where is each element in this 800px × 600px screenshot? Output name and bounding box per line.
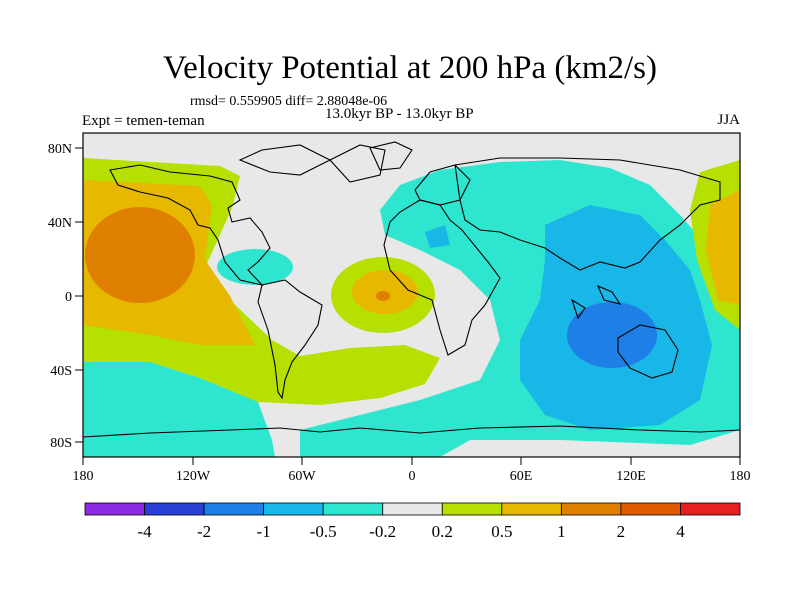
lat-label: 40N <box>48 216 72 231</box>
lat-label: 40S <box>50 364 72 379</box>
chart-title: Velocity Potential at 200 hPa (km2/s) <box>162 50 658 86</box>
colorbar-swatch <box>84 502 145 516</box>
contour-fill-layer <box>83 158 740 457</box>
colorbar: -4 -2 -1 -0.5 -0.2 0.2 0.5 1 2 4 <box>84 502 741 541</box>
lon-label: 180 <box>73 469 94 484</box>
stats-text: rmsd= 0.559905 diff= 2.88048e-06 <box>190 94 388 109</box>
colorbar-swatch <box>382 502 443 516</box>
colorbar-label: -1 <box>257 522 271 541</box>
lon-label: 120W <box>176 469 211 484</box>
colorbar-swatch <box>144 502 205 516</box>
colorbar-swatch <box>680 502 741 516</box>
colorbar-swatch <box>203 502 265 516</box>
colorbar-swatch <box>501 502 562 516</box>
colorbar-label: -2 <box>197 522 211 541</box>
lon-label: 180 <box>730 469 751 484</box>
lat-label: 80N <box>48 142 72 157</box>
colorbar-swatch <box>560 502 622 516</box>
colorbar-swatch <box>441 502 503 516</box>
latitude-labels: 80N 40N 0 40S 80S <box>48 142 72 451</box>
colorbar-label: 0.2 <box>432 522 453 541</box>
lon-label: 120E <box>616 469 646 484</box>
coastlines <box>83 141 740 438</box>
colorbar-label: 1 <box>557 522 566 541</box>
experiment-label: Expt = temen-teman <box>82 113 205 129</box>
colorbar-label: 2 <box>617 522 626 541</box>
longitude-labels: 180 120W 60W 0 60E 120E 180 <box>73 469 751 484</box>
colorbar-swatch <box>263 502 324 516</box>
period-label: 13.0kyr BP - 13.0kyr BP <box>325 106 474 122</box>
lon-label: 60W <box>288 469 316 484</box>
colorbar-label: 4 <box>676 522 685 541</box>
axis-ticks <box>75 147 741 465</box>
colorbar-swatch <box>322 502 384 516</box>
lat-label: 0 <box>65 290 72 305</box>
lat-label: 80S <box>50 436 72 451</box>
colorbar-label: -0.5 <box>310 522 337 541</box>
colorbar-swatch <box>620 502 681 516</box>
colorbar-label: -0.2 <box>369 522 396 541</box>
lon-label: 60E <box>510 469 533 484</box>
colorbar-label: -4 <box>137 522 152 541</box>
colorbar-label: 0.5 <box>491 522 512 541</box>
lon-label: 0 <box>409 469 416 484</box>
season-label: JJA <box>717 112 740 128</box>
